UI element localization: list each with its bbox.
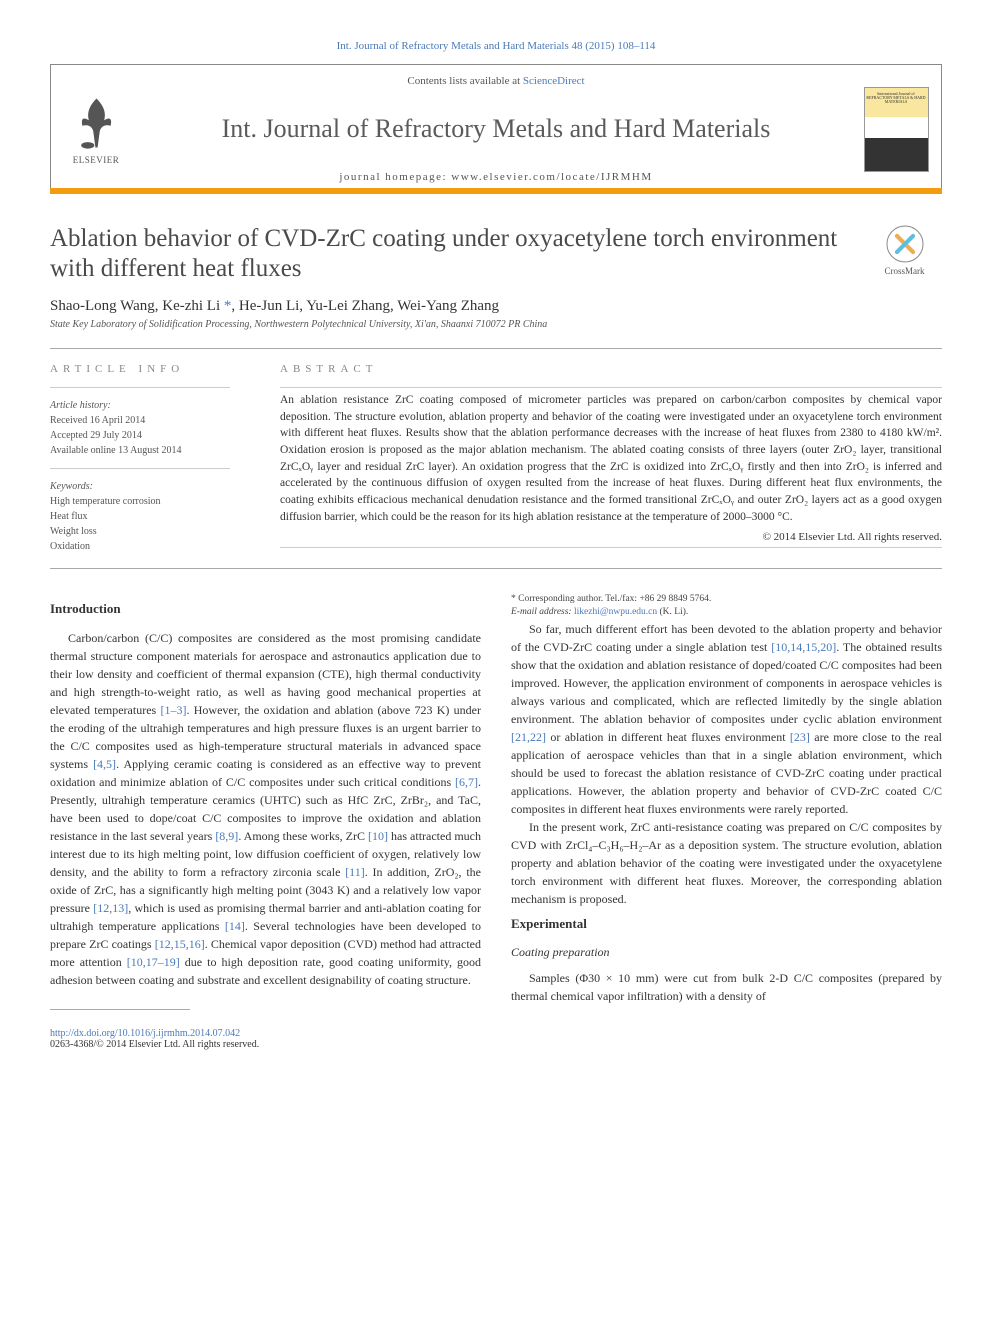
elsevier-label: ELSEVIER: [73, 155, 120, 165]
email-link[interactable]: likezhi@nwpu.edu.cn: [574, 607, 657, 617]
cover-label: International Journal of REFRACTORY META…: [865, 92, 928, 105]
author-name: , He-Jun Li, Yu-Lei Zhang, Wei-Yang Zhan…: [231, 298, 499, 314]
article-info: ARTICLE INFO Article history: Received 1…: [50, 363, 250, 554]
article-info-label: ARTICLE INFO: [50, 363, 250, 375]
coating-prep-heading: Coating preparation: [511, 943, 942, 961]
top-citation: Int. Journal of Refractory Metals and Ha…: [50, 40, 942, 52]
journal-header: ELSEVIER Contents lists available at Sci…: [50, 64, 942, 194]
crossmark-icon: [885, 224, 925, 264]
author-name: Shao-Long Wang, Ke-zhi Li: [50, 298, 220, 314]
contents-line: Contents lists available at ScienceDirec…: [407, 75, 584, 87]
crossmark-label: CrossMark: [867, 266, 942, 276]
divider: [50, 568, 942, 569]
title-row: Ablation behavior of CVD-ZrC coating und…: [50, 224, 942, 284]
article-title: Ablation behavior of CVD-ZrC coating und…: [50, 224, 847, 284]
citation-link[interactable]: [12,15,16]: [155, 937, 205, 951]
abstract-label: ABSTRACT: [280, 363, 942, 375]
experimental-heading: Experimental: [511, 914, 942, 934]
citation-link[interactable]: [11]: [345, 865, 365, 879]
abstract-copyright: © 2014 Elsevier Ltd. All rights reserved…: [280, 531, 942, 543]
corr-author-line: * Corresponding author. Tel./fax: +86 29…: [511, 593, 942, 606]
citation-link[interactable]: [1–3]: [160, 703, 186, 717]
footnote-separator: [50, 1009, 190, 1010]
body-columns: Introduction Carbon/carbon (C/C) composi…: [50, 593, 942, 1010]
citation-link[interactable]: [14]: [225, 919, 245, 933]
info-abstract-row: ARTICLE INFO Article history: Received 1…: [50, 363, 942, 554]
citation-link[interactable]: [4,5]: [93, 757, 116, 771]
citation-link[interactable]: [6,7]: [455, 775, 478, 789]
keyword: Oxidation: [50, 539, 250, 554]
affiliation: State Key Laboratory of Solidification P…: [50, 319, 942, 330]
history-head: Article history:: [50, 398, 250, 413]
journal-homepage: journal homepage: www.elsevier.com/locat…: [339, 171, 652, 183]
sciencedirect-link[interactable]: ScienceDirect: [523, 75, 585, 87]
elsevier-tree-icon: [69, 93, 124, 153]
body-paragraph: In the present work, ZrC anti-resistance…: [511, 818, 942, 908]
email-label: E-mail address:: [511, 607, 574, 617]
keyword: Heat flux: [50, 509, 250, 524]
keywords-head: Keywords:: [50, 479, 250, 494]
citation-link[interactable]: [12,13]: [93, 901, 128, 915]
citation-link[interactable]: [10]: [368, 829, 388, 843]
citation-link[interactable]: [10,17–19]: [127, 955, 180, 969]
accepted-date: Accepted 29 July 2014: [50, 428, 250, 443]
body-paragraph: So far, much different effort has been d…: [511, 620, 942, 818]
footer-copyright: 0263-4368/© 2014 Elsevier Ltd. All right…: [50, 1039, 942, 1050]
citation-link[interactable]: [21,22]: [511, 730, 546, 744]
keyword: High temperature corrosion: [50, 494, 250, 509]
received-date: Received 16 April 2014: [50, 413, 250, 428]
corresponding-footnote: * Corresponding author. Tel./fax: +86 29…: [511, 593, 942, 620]
introduction-heading: Introduction: [50, 599, 481, 619]
elsevier-logo: ELSEVIER: [51, 65, 141, 193]
page: Int. Journal of Refractory Metals and Ha…: [0, 0, 992, 1090]
online-date: Available online 13 August 2014: [50, 443, 250, 458]
orange-accent-bar: [50, 188, 942, 194]
divider: [50, 348, 942, 349]
body-paragraph: Samples (Φ30 × 10 mm) were cut from bulk…: [511, 969, 942, 1005]
doi-link[interactable]: http://dx.doi.org/10.1016/j.ijrmhm.2014.…: [50, 1028, 942, 1039]
contents-prefix: Contents lists available at: [407, 75, 522, 87]
journal-cover-thumb: International Journal of REFRACTORY META…: [851, 65, 941, 193]
header-center: Contents lists available at ScienceDirec…: [141, 65, 851, 193]
keyword: Weight loss: [50, 524, 250, 539]
body-paragraph: Carbon/carbon (C/C) composites are consi…: [50, 629, 481, 989]
abstract: ABSTRACT An ablation resistance ZrC coat…: [280, 363, 942, 554]
authors: Shao-Long Wang, Ke-zhi Li *, He-Jun Li, …: [50, 298, 942, 315]
journal-name: Int. Journal of Refractory Metals and Ha…: [222, 114, 771, 144]
email-suffix: (K. Li).: [657, 607, 688, 617]
abstract-text: An ablation resistance ZrC coating compo…: [280, 392, 942, 525]
citation-link[interactable]: [23]: [790, 730, 810, 744]
crossmark-badge[interactable]: CrossMark: [867, 224, 942, 276]
corresponding-mark: *: [220, 298, 231, 314]
footer: http://dx.doi.org/10.1016/j.ijrmhm.2014.…: [50, 1028, 942, 1050]
citation-link[interactable]: [10,14,15,20]: [771, 640, 836, 654]
citation-link[interactable]: [8,9]: [215, 829, 238, 843]
